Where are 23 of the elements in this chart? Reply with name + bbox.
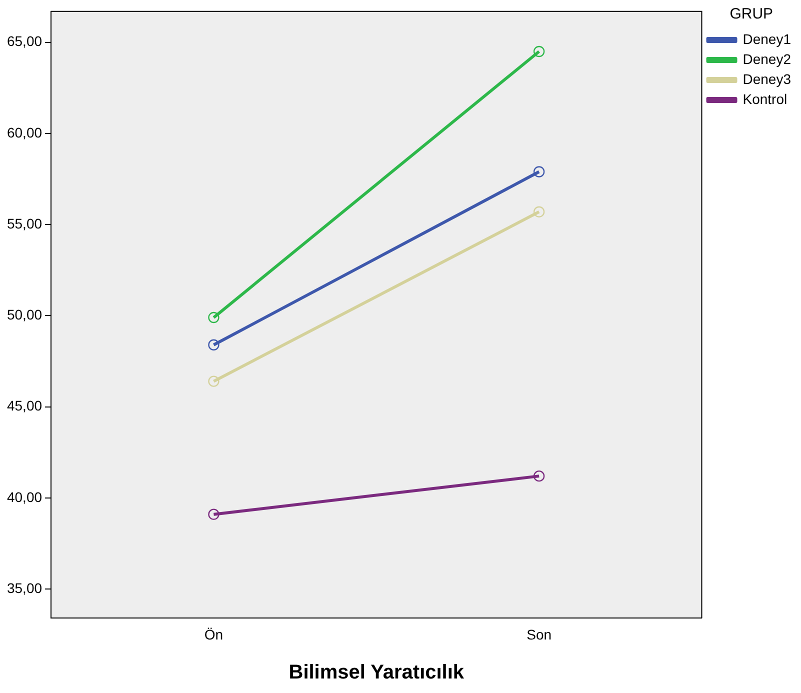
point [533,46,545,58]
y-tick-label: 45,00 [6,398,42,414]
legend-label: Deney1 [742,30,792,47]
y-tick-label: 50,00 [6,306,42,323]
y-tick-label: 35,00 [6,580,42,596]
legend-label: Kontrol [742,90,788,107]
y-tick-label: 55,00 [6,215,42,232]
x-tick-label: Son [526,626,552,642]
x-tick-label: Ön [204,626,224,642]
y-tick-label: 60,00 [6,124,42,140]
point [533,470,545,482]
y-tick-label: 40,00 [6,488,42,505]
legend-label: Deney2 [742,50,792,67]
legend-title: GRUP [730,6,774,23]
point [533,166,545,178]
legend-label: Deney3 [742,70,792,87]
y-tick-label: 65,00 [6,33,42,50]
point [208,339,220,350]
x-axis-title: Bilimsel Yaratıcılık [288,662,465,684]
point [208,508,220,520]
point [533,206,545,218]
point [208,376,220,387]
point [208,312,220,324]
